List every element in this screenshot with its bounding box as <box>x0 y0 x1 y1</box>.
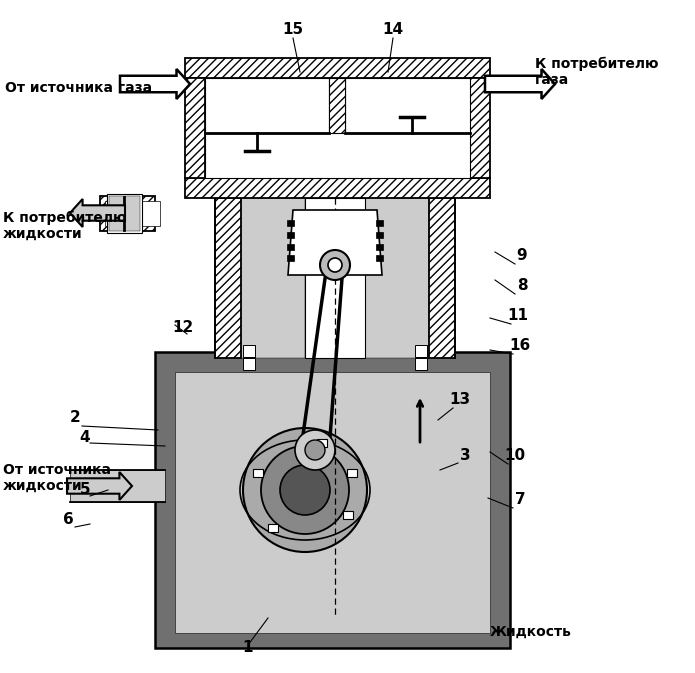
Text: 2: 2 <box>70 411 81 425</box>
Text: К потребителю
жидкости: К потребителю жидкости <box>3 211 126 241</box>
Bar <box>241 198 305 358</box>
Polygon shape <box>120 69 190 99</box>
Polygon shape <box>485 69 555 99</box>
Bar <box>429 198 455 358</box>
Bar <box>376 244 383 250</box>
Polygon shape <box>67 472 132 500</box>
Text: 5: 5 <box>80 483 90 497</box>
Bar <box>185 78 205 178</box>
Bar <box>347 469 357 477</box>
Bar <box>287 232 294 238</box>
Circle shape <box>295 430 335 470</box>
Bar <box>205 133 470 178</box>
Text: Жидкость: Жидкость <box>490 625 572 639</box>
Circle shape <box>305 440 325 460</box>
Text: 14: 14 <box>382 22 404 38</box>
Text: 3: 3 <box>459 448 471 462</box>
Polygon shape <box>70 199 125 227</box>
Bar <box>376 220 383 226</box>
Circle shape <box>243 428 367 552</box>
Bar <box>415 345 427 357</box>
Bar <box>70 470 165 502</box>
Text: 11: 11 <box>507 308 528 322</box>
Bar <box>185 178 490 198</box>
Text: 7: 7 <box>515 493 525 507</box>
Bar <box>268 524 278 532</box>
Bar <box>287 220 294 226</box>
Circle shape <box>280 465 330 515</box>
Bar <box>105 201 160 226</box>
Text: 16: 16 <box>509 337 530 353</box>
Text: 13: 13 <box>450 392 471 407</box>
Bar <box>100 196 155 231</box>
Circle shape <box>328 258 342 272</box>
Text: 4: 4 <box>80 429 90 444</box>
Bar <box>329 78 345 178</box>
Text: От источника газа: От источника газа <box>5 81 152 95</box>
Bar <box>376 232 383 238</box>
Text: 15: 15 <box>282 22 304 38</box>
Bar <box>109 196 140 231</box>
Bar <box>317 439 327 447</box>
Bar <box>470 78 490 178</box>
Bar <box>287 244 294 250</box>
Text: От источника
жидкости: От источника жидкости <box>3 463 111 493</box>
Bar <box>215 198 241 358</box>
Bar <box>243 345 255 357</box>
Bar <box>185 58 490 78</box>
Bar <box>107 194 142 233</box>
Circle shape <box>261 446 349 534</box>
Bar <box>343 511 353 519</box>
Text: 12: 12 <box>172 320 194 336</box>
Text: 1: 1 <box>243 641 253 656</box>
Bar <box>205 78 329 133</box>
Bar <box>243 358 255 370</box>
Text: 9: 9 <box>516 248 528 262</box>
Bar <box>345 78 470 133</box>
Text: 8: 8 <box>516 277 528 293</box>
Circle shape <box>320 250 350 280</box>
Bar <box>175 372 490 633</box>
Bar <box>305 198 365 358</box>
Bar <box>376 255 383 261</box>
Bar <box>253 469 263 477</box>
Bar <box>287 255 294 261</box>
Text: 10: 10 <box>505 448 525 462</box>
Polygon shape <box>288 210 382 275</box>
Bar <box>415 358 427 370</box>
Text: К потребителю
газа: К потребителю газа <box>535 57 658 87</box>
Text: 6: 6 <box>63 513 74 528</box>
Bar <box>155 352 510 648</box>
Bar <box>365 198 429 358</box>
